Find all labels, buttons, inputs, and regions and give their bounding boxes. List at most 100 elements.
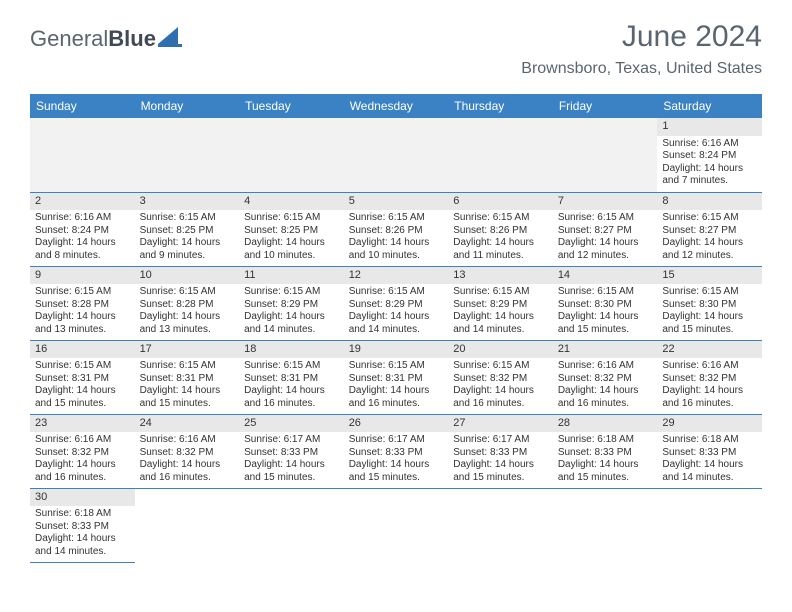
sunrise-line: Sunrise: 6:17 AM bbox=[453, 434, 548, 447]
sunrise-line: Sunrise: 6:15 AM bbox=[35, 286, 130, 299]
day-body: Sunrise: 6:15 AMSunset: 8:26 PMDaylight:… bbox=[344, 210, 449, 265]
day-cell: 16Sunrise: 6:15 AMSunset: 8:31 PMDayligh… bbox=[30, 340, 135, 414]
month-title: June 2024 bbox=[521, 20, 762, 54]
sunrise-line: Sunrise: 6:15 AM bbox=[349, 286, 444, 299]
day-cell: 9Sunrise: 6:15 AMSunset: 8:28 PMDaylight… bbox=[30, 266, 135, 340]
day-cell: 6Sunrise: 6:15 AMSunset: 8:26 PMDaylight… bbox=[448, 192, 553, 266]
daylight-line: Daylight: 14 hours and 14 minutes. bbox=[453, 311, 548, 336]
sunset-line: Sunset: 8:32 PM bbox=[662, 373, 757, 386]
day-number: 1 bbox=[657, 118, 762, 136]
daylight-line: Daylight: 14 hours and 15 minutes. bbox=[349, 459, 444, 484]
day-cell: 7Sunrise: 6:15 AMSunset: 8:27 PMDaylight… bbox=[553, 192, 658, 266]
daylight-line: Daylight: 14 hours and 16 minutes. bbox=[35, 459, 130, 484]
sunrise-line: Sunrise: 6:15 AM bbox=[662, 286, 757, 299]
day-body: Sunrise: 6:17 AMSunset: 8:33 PMDaylight:… bbox=[448, 432, 553, 487]
daylight-line: Daylight: 14 hours and 12 minutes. bbox=[558, 237, 653, 262]
sunrise-line: Sunrise: 6:18 AM bbox=[662, 434, 757, 447]
day-body: Sunrise: 6:17 AMSunset: 8:33 PMDaylight:… bbox=[239, 432, 344, 487]
day-cell: 18Sunrise: 6:15 AMSunset: 8:31 PMDayligh… bbox=[239, 340, 344, 414]
title-block: June 2024 Brownsboro, Texas, United Stat… bbox=[521, 20, 762, 78]
daylight-line: Daylight: 14 hours and 14 minutes. bbox=[662, 459, 757, 484]
sunset-line: Sunset: 8:32 PM bbox=[35, 447, 130, 460]
sunrise-line: Sunrise: 6:16 AM bbox=[558, 360, 653, 373]
day-number: 15 bbox=[657, 267, 762, 285]
sunrise-line: Sunrise: 6:15 AM bbox=[244, 286, 339, 299]
day-cell: 25Sunrise: 6:17 AMSunset: 8:33 PMDayligh… bbox=[239, 414, 344, 488]
sunset-line: Sunset: 8:25 PM bbox=[244, 225, 339, 238]
day-cell: 26Sunrise: 6:17 AMSunset: 8:33 PMDayligh… bbox=[344, 414, 449, 488]
day-body: Sunrise: 6:17 AMSunset: 8:33 PMDaylight:… bbox=[344, 432, 449, 487]
sunset-line: Sunset: 8:31 PM bbox=[140, 373, 235, 386]
day-number: 11 bbox=[239, 267, 344, 285]
day-body: Sunrise: 6:15 AMSunset: 8:31 PMDaylight:… bbox=[135, 358, 240, 413]
day-body: Sunrise: 6:15 AMSunset: 8:28 PMDaylight:… bbox=[30, 284, 135, 339]
day-cell: 27Sunrise: 6:17 AMSunset: 8:33 PMDayligh… bbox=[448, 414, 553, 488]
day-body: Sunrise: 6:15 AMSunset: 8:28 PMDaylight:… bbox=[135, 284, 240, 339]
empty-cell bbox=[553, 118, 658, 192]
day-body: Sunrise: 6:15 AMSunset: 8:31 PMDaylight:… bbox=[344, 358, 449, 413]
sunrise-line: Sunrise: 6:15 AM bbox=[558, 212, 653, 225]
day-body: Sunrise: 6:18 AMSunset: 8:33 PMDaylight:… bbox=[553, 432, 658, 487]
daylight-line: Daylight: 14 hours and 15 minutes. bbox=[244, 459, 339, 484]
day-body: Sunrise: 6:16 AMSunset: 8:32 PMDaylight:… bbox=[30, 432, 135, 487]
daylight-line: Daylight: 14 hours and 10 minutes. bbox=[349, 237, 444, 262]
weekday-header: Friday bbox=[553, 94, 658, 118]
day-number: 20 bbox=[448, 341, 553, 359]
weekday-header: Sunday bbox=[30, 94, 135, 118]
sunset-line: Sunset: 8:32 PM bbox=[140, 447, 235, 460]
day-cell: 15Sunrise: 6:15 AMSunset: 8:30 PMDayligh… bbox=[657, 266, 762, 340]
sunset-line: Sunset: 8:33 PM bbox=[349, 447, 444, 460]
empty-cell bbox=[239, 118, 344, 192]
day-body: Sunrise: 6:16 AMSunset: 8:24 PMDaylight:… bbox=[657, 136, 762, 191]
day-number: 17 bbox=[135, 341, 240, 359]
sunrise-line: Sunrise: 6:15 AM bbox=[349, 212, 444, 225]
logo-text: GeneralBlue bbox=[30, 26, 156, 52]
sunset-line: Sunset: 8:33 PM bbox=[244, 447, 339, 460]
daylight-line: Daylight: 14 hours and 12 minutes. bbox=[662, 237, 757, 262]
day-cell: 17Sunrise: 6:15 AMSunset: 8:31 PMDayligh… bbox=[135, 340, 240, 414]
day-cell: 28Sunrise: 6:18 AMSunset: 8:33 PMDayligh… bbox=[553, 414, 658, 488]
sunset-line: Sunset: 8:27 PM bbox=[558, 225, 653, 238]
sunrise-line: Sunrise: 6:16 AM bbox=[662, 360, 757, 373]
daylight-line: Daylight: 14 hours and 10 minutes. bbox=[244, 237, 339, 262]
sunrise-line: Sunrise: 6:17 AM bbox=[349, 434, 444, 447]
daylight-line: Daylight: 14 hours and 7 minutes. bbox=[662, 163, 757, 188]
logo-word2: Blue bbox=[108, 26, 156, 51]
daylight-line: Daylight: 14 hours and 16 minutes. bbox=[349, 385, 444, 410]
weekday-row: SundayMondayTuesdayWednesdayThursdayFrid… bbox=[30, 94, 762, 118]
sunrise-line: Sunrise: 6:16 AM bbox=[140, 434, 235, 447]
sunset-line: Sunset: 8:27 PM bbox=[662, 225, 757, 238]
sunrise-line: Sunrise: 6:15 AM bbox=[244, 212, 339, 225]
daylight-line: Daylight: 14 hours and 13 minutes. bbox=[140, 311, 235, 336]
day-number: 24 bbox=[135, 415, 240, 433]
empty-cell bbox=[239, 488, 344, 562]
daylight-line: Daylight: 14 hours and 16 minutes. bbox=[244, 385, 339, 410]
sail-icon bbox=[158, 27, 184, 52]
day-body: Sunrise: 6:16 AMSunset: 8:32 PMDaylight:… bbox=[135, 432, 240, 487]
sunset-line: Sunset: 8:31 PM bbox=[349, 373, 444, 386]
sunset-line: Sunset: 8:31 PM bbox=[35, 373, 130, 386]
day-number: 9 bbox=[30, 267, 135, 285]
day-number: 5 bbox=[344, 193, 449, 211]
day-number: 18 bbox=[239, 341, 344, 359]
sunrise-line: Sunrise: 6:18 AM bbox=[558, 434, 653, 447]
calendar-head: SundayMondayTuesdayWednesdayThursdayFrid… bbox=[30, 94, 762, 118]
sunset-line: Sunset: 8:32 PM bbox=[558, 373, 653, 386]
weekday-header: Wednesday bbox=[344, 94, 449, 118]
day-cell: 19Sunrise: 6:15 AMSunset: 8:31 PMDayligh… bbox=[344, 340, 449, 414]
sunrise-line: Sunrise: 6:15 AM bbox=[140, 360, 235, 373]
day-number: 10 bbox=[135, 267, 240, 285]
day-cell: 13Sunrise: 6:15 AMSunset: 8:29 PMDayligh… bbox=[448, 266, 553, 340]
calendar-row: 1Sunrise: 6:16 AMSunset: 8:24 PMDaylight… bbox=[30, 118, 762, 192]
day-number: 23 bbox=[30, 415, 135, 433]
sunrise-line: Sunrise: 6:15 AM bbox=[140, 286, 235, 299]
sunrise-line: Sunrise: 6:18 AM bbox=[35, 508, 130, 521]
day-number: 14 bbox=[553, 267, 658, 285]
empty-cell bbox=[448, 488, 553, 562]
day-body: Sunrise: 6:15 AMSunset: 8:27 PMDaylight:… bbox=[657, 210, 762, 265]
sunrise-line: Sunrise: 6:16 AM bbox=[662, 138, 757, 151]
day-cell: 23Sunrise: 6:16 AMSunset: 8:32 PMDayligh… bbox=[30, 414, 135, 488]
day-number: 13 bbox=[448, 267, 553, 285]
day-cell: 11Sunrise: 6:15 AMSunset: 8:29 PMDayligh… bbox=[239, 266, 344, 340]
sunset-line: Sunset: 8:24 PM bbox=[35, 225, 130, 238]
